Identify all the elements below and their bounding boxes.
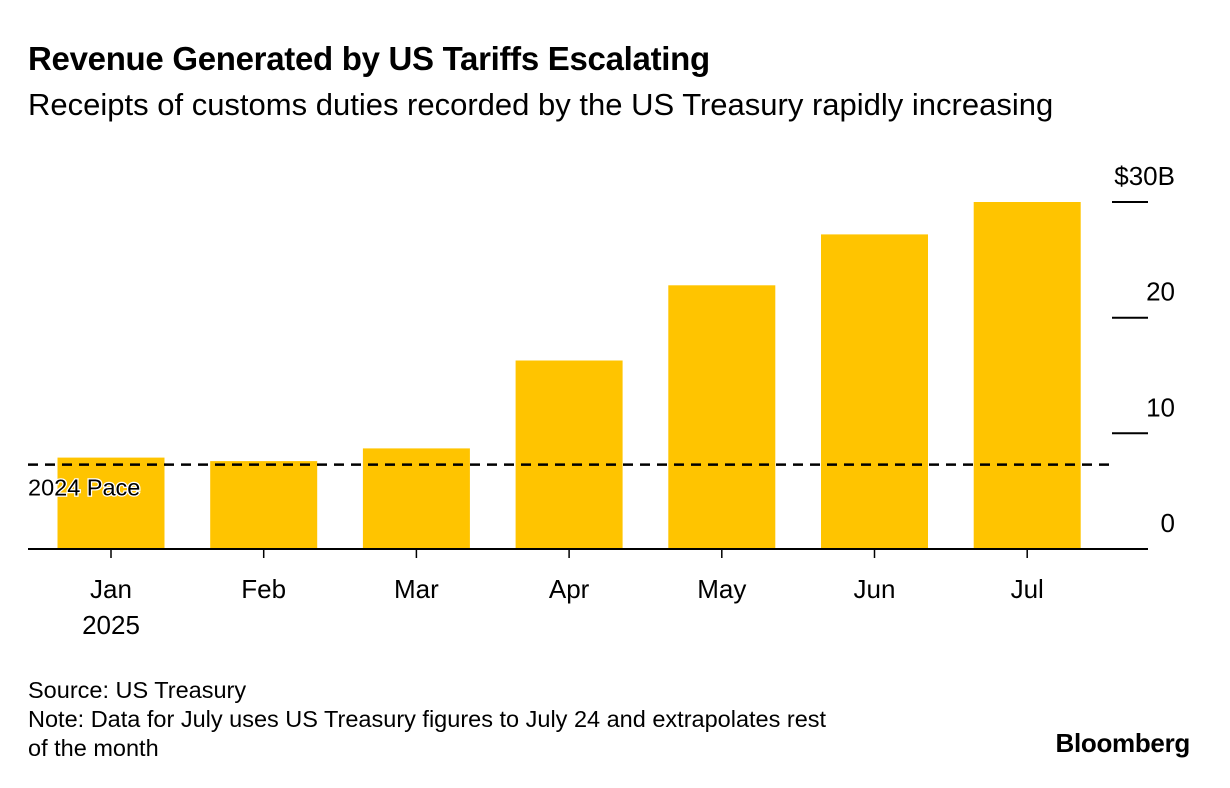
x-tick-label: Jun (854, 574, 896, 604)
bar-chart: 2024 Pace Jan 2025 Feb Mar Apr May Jun Jul 0 10 20… (27, 161, 1175, 640)
y-tick-label: 0 (1161, 508, 1175, 538)
bar-apr (515, 360, 623, 549)
x-tick-label: Feb (241, 574, 286, 604)
chart-subtitle: Receipts of customs duties recorded by t… (28, 87, 1054, 122)
bar-may (668, 285, 776, 549)
bar-feb (210, 461, 318, 549)
source-note: Source: US Treasury (28, 677, 247, 703)
x-tick-label: Mar (394, 574, 439, 604)
chart-footer: Source: US Treasury Note: Data for July … (28, 676, 826, 763)
axis-group: Jan 2025 Feb Mar Apr May Jun Jul 0 10 20 $30B (28, 161, 1175, 640)
x-tick-label: Jan (90, 574, 132, 604)
bar-jun (821, 234, 928, 549)
bloomberg-logo: Bloomberg (1055, 728, 1190, 758)
bar-jan (57, 457, 165, 549)
reference-line-label: 2024 Pace (28, 475, 140, 501)
bars-group (57, 202, 1081, 549)
x-tick-label: May (697, 574, 746, 604)
bar-mar (362, 448, 470, 549)
x-tick-label: Jul (1011, 574, 1044, 604)
data-note-line-2: of the month (28, 735, 159, 761)
chart-title: Revenue Generated by US Tariffs Escalati… (28, 40, 710, 77)
bar-jul (973, 202, 1081, 549)
reference-line-group: 2024 Pace (27, 463, 1112, 502)
y-tick-label: $30B (1114, 161, 1175, 191)
y-tick-label: 20 (1146, 277, 1175, 307)
data-note-line-1: Note: Data for July uses US Treasury fig… (28, 706, 827, 732)
x-tick-sublabel: 2025 (82, 610, 140, 640)
y-tick-label: 10 (1146, 392, 1175, 422)
x-tick-label: Apr (549, 574, 590, 604)
